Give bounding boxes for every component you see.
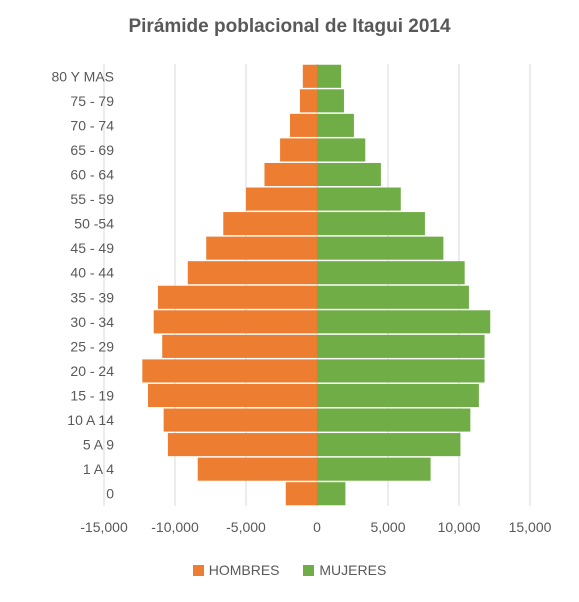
y-category-label: 0 (106, 486, 114, 502)
bar-mujeres (317, 89, 344, 113)
bar-hombres (142, 359, 317, 383)
y-category-label: 35 - 39 (70, 289, 114, 305)
bar-mujeres (317, 383, 479, 408)
y-category-label: 50 -54 (74, 216, 114, 232)
y-category-label: 75 - 79 (70, 93, 114, 109)
x-tick-label: 5,000 (370, 519, 405, 535)
y-category-label: 65 - 69 (70, 142, 114, 158)
bar-hombres (157, 285, 317, 309)
bar-mujeres (317, 359, 485, 383)
y-category-label: 20 - 24 (70, 363, 114, 379)
chart-legend: HOMBRES MUJERES (0, 562, 579, 579)
y-category-label: 70 - 74 (70, 117, 114, 133)
y-category-label: 5 A 9 (83, 437, 114, 453)
bar-mujeres (317, 408, 471, 432)
bar-hombres (285, 482, 317, 506)
x-tick-label: -15,000 (80, 519, 128, 535)
bar-mujeres (317, 433, 461, 457)
bar-hombres (299, 89, 317, 113)
bar-hombres (223, 212, 317, 236)
bar-hombres (153, 310, 317, 334)
bar-mujeres (317, 212, 425, 236)
y-category-label: 10 A 14 (67, 412, 114, 428)
legend-item-mujeres: MUJERES (303, 562, 386, 578)
bar-mujeres (317, 113, 354, 137)
legend-label-mujeres: MUJERES (319, 562, 387, 578)
y-category-label: 60 - 64 (70, 167, 114, 183)
bar-mujeres (317, 457, 431, 481)
bar-mujeres (317, 187, 401, 211)
x-tick-label: 10,000 (438, 519, 481, 535)
bar-hombres (187, 261, 317, 285)
bar-hombres (264, 162, 317, 187)
legend-swatch-hombres (192, 564, 204, 576)
bar-hombres (290, 113, 317, 137)
bar-hombres (163, 408, 317, 432)
bar-hombres (197, 457, 317, 481)
bar-hombres (246, 187, 317, 211)
bar-hombres (280, 138, 317, 162)
bar-hombres (148, 383, 317, 408)
y-category-label: 30 - 34 (70, 314, 114, 330)
bar-hombres (206, 236, 317, 260)
bar-hombres (162, 334, 317, 358)
bar-hombres (302, 64, 317, 88)
y-category-label: 55 - 59 (70, 191, 114, 207)
x-tick-label: -10,000 (151, 519, 199, 535)
bar-hombres (167, 433, 317, 457)
bar-mujeres (317, 261, 465, 285)
y-category-label: 25 - 29 (70, 338, 114, 354)
y-category-label: 80 Y MAS (51, 68, 114, 84)
bar-mujeres (317, 162, 381, 187)
y-category-label: 1 A 4 (83, 461, 114, 477)
y-category-label: 40 - 44 (70, 265, 114, 281)
legend-item-hombres: HOMBRES (192, 562, 280, 578)
bar-mujeres (317, 236, 444, 260)
legend-swatch-mujeres (303, 564, 315, 576)
x-tick-label: -5,000 (226, 519, 266, 535)
x-tick-label: 0 (313, 519, 321, 535)
bar-mujeres (317, 334, 485, 358)
bar-mujeres (317, 138, 366, 162)
legend-label-hombres: HOMBRES (208, 562, 280, 578)
chart-title: Pirámide poblacional de Itagui 2014 (128, 16, 451, 37)
bar-mujeres (317, 64, 342, 88)
bar-mujeres (317, 310, 491, 334)
bar-mujeres (317, 285, 469, 309)
y-category-label: 45 - 49 (70, 240, 114, 256)
bar-mujeres (317, 482, 346, 506)
x-tick-label: 15,000 (509, 519, 552, 535)
y-category-label: 15 - 19 (70, 388, 114, 404)
